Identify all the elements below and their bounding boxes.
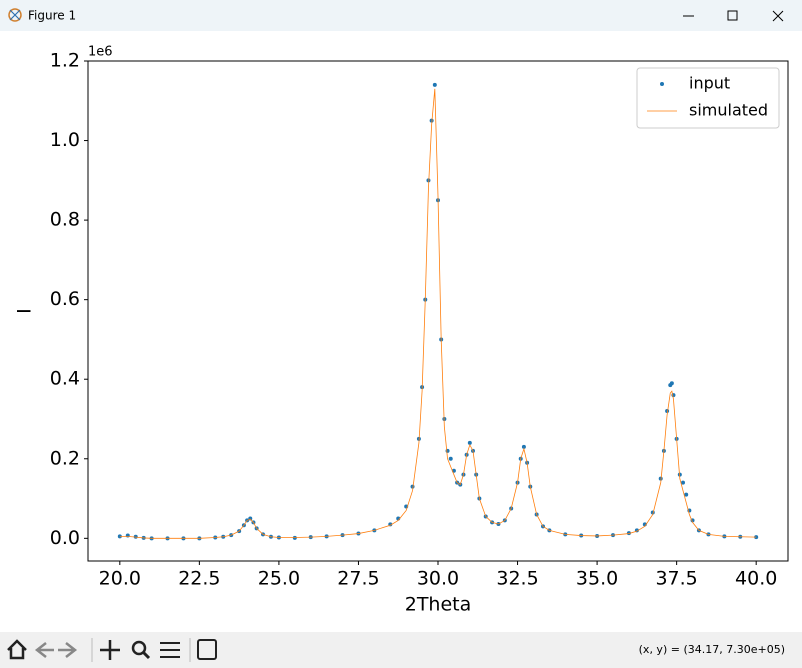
maximize-button[interactable]	[727, 10, 738, 21]
data-point	[467, 440, 472, 445]
x-tick-label: 35.0	[576, 568, 618, 590]
y-tick-label: 0.6	[50, 288, 80, 310]
pan-button[interactable]	[100, 640, 120, 660]
home-button[interactable]	[7, 639, 27, 660]
data-point	[125, 533, 130, 538]
toolbar-icons	[7, 638, 217, 662]
data-point	[117, 534, 122, 539]
legend-label: simulated	[689, 101, 768, 120]
data-point	[681, 480, 685, 485]
configure-button[interactable]	[160, 642, 180, 658]
y-tick-label: 1.0	[50, 129, 80, 151]
y-axis-label: I	[14, 308, 36, 314]
x-tick-label: 32.5	[496, 568, 538, 590]
close-button[interactable]	[772, 10, 784, 22]
back-button[interactable]	[34, 642, 54, 658]
forward-button[interactable]	[58, 642, 78, 658]
save-button[interactable]	[197, 639, 217, 660]
y-tick-label: 0.2	[50, 447, 80, 469]
legend	[636, 67, 780, 129]
data-line	[119, 88, 757, 539]
y-tick-label: 1.2	[50, 50, 80, 72]
data-point	[432, 82, 437, 87]
zoom-button[interactable]	[131, 640, 147, 656]
x-tick-label: 20.0	[99, 568, 141, 590]
data-point	[684, 492, 689, 497]
data-point	[754, 535, 759, 540]
offset-label: 1e6	[88, 45, 113, 60]
x-tick-label: 37.5	[655, 568, 697, 590]
plot-area	[117, 82, 759, 541]
data-point	[445, 448, 450, 453]
y-tick-label: 0.8	[50, 209, 80, 231]
status-text: (x, y) = (34.17, 7.30e+05)	[639, 643, 785, 656]
x-tick-label: 30.0	[417, 568, 459, 590]
legend-label: input	[689, 74, 730, 93]
data-point	[521, 444, 526, 449]
x-axis-label: 2Theta	[405, 594, 472, 616]
x-tick-label: 25.0	[258, 568, 300, 590]
data-point	[669, 381, 674, 386]
data-point	[448, 456, 453, 461]
legend-marker	[660, 82, 664, 86]
x-tick-label: 27.5	[337, 568, 379, 590]
window-title: Figure 1	[28, 9, 76, 23]
x-tick-label: 40.0	[735, 568, 777, 590]
y-tick-label: 0.0	[50, 527, 80, 549]
title-bar	[0, 0, 802, 31]
y-tick-label: 0.4	[50, 368, 80, 390]
x-tick-label: 22.5	[178, 568, 220, 590]
app-icon	[8, 8, 22, 22]
